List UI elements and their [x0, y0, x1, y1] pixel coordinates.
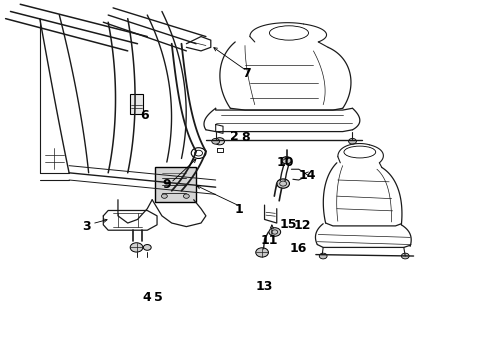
- Circle shape: [144, 244, 151, 250]
- Text: 9: 9: [163, 178, 171, 191]
- Text: 15: 15: [279, 218, 297, 231]
- Circle shape: [269, 228, 281, 236]
- Text: 4: 4: [143, 291, 151, 304]
- Text: 10: 10: [277, 156, 294, 169]
- Circle shape: [401, 253, 409, 259]
- Circle shape: [319, 253, 327, 259]
- Text: 12: 12: [294, 219, 312, 233]
- Circle shape: [130, 243, 143, 252]
- Text: 2: 2: [230, 130, 239, 143]
- Text: 6: 6: [141, 109, 149, 122]
- Circle shape: [256, 248, 269, 257]
- Circle shape: [277, 179, 290, 188]
- Text: 16: 16: [289, 242, 306, 255]
- Text: 11: 11: [261, 234, 278, 247]
- FancyBboxPatch shape: [155, 167, 196, 202]
- Text: 5: 5: [154, 291, 162, 304]
- Circle shape: [215, 138, 224, 145]
- Circle shape: [161, 194, 167, 198]
- Circle shape: [183, 194, 189, 198]
- Circle shape: [348, 138, 356, 144]
- Text: 1: 1: [235, 203, 244, 216]
- Circle shape: [282, 157, 292, 164]
- Text: 3: 3: [82, 220, 91, 233]
- Text: 14: 14: [299, 169, 316, 182]
- Text: 13: 13: [256, 280, 273, 293]
- Circle shape: [212, 138, 220, 144]
- Text: 7: 7: [242, 67, 251, 80]
- Text: 8: 8: [242, 131, 250, 144]
- FancyBboxPatch shape: [130, 94, 144, 114]
